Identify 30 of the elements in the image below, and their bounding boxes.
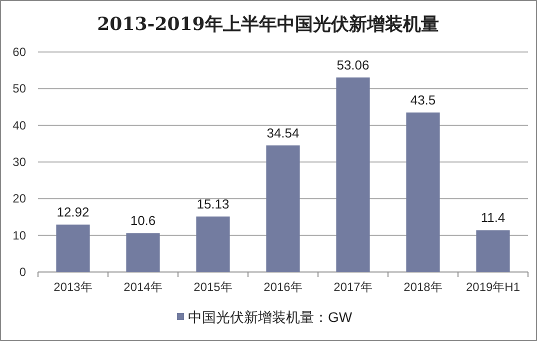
data-label: 43.5 xyxy=(410,92,436,108)
y-tick-label: 40 xyxy=(12,118,26,132)
data-label: 34.54 xyxy=(266,125,300,140)
bar xyxy=(196,216,230,272)
x-tick-label: 2019年H1 xyxy=(466,280,520,294)
y-tick-label: 50 xyxy=(12,82,26,96)
x-tick-label: 2014年 xyxy=(124,280,162,294)
data-label: 53.06 xyxy=(336,57,370,72)
y-tick-label: 60 xyxy=(12,45,26,59)
bar xyxy=(56,224,90,272)
bar xyxy=(406,112,440,272)
data-label: 11.4 xyxy=(480,210,506,226)
y-tick-label: 30 xyxy=(12,155,26,169)
data-label: 10.6 xyxy=(130,213,156,228)
data-label: 12.92 xyxy=(56,204,90,220)
bar xyxy=(266,145,300,272)
bar xyxy=(126,233,160,272)
x-tick-label: 2016年 xyxy=(264,280,302,294)
x-tick-label: 2015年 xyxy=(194,280,232,294)
x-tick-label: 2017年 xyxy=(334,280,372,294)
y-tick-label: 0 xyxy=(19,265,26,279)
data-label: 15.13 xyxy=(196,196,230,212)
x-tick-label: 2018年 xyxy=(404,280,442,294)
y-tick-label: 10 xyxy=(12,228,26,242)
x-tick-label: 2013年 xyxy=(54,280,92,294)
y-tick-label: 20 xyxy=(12,192,26,206)
bar xyxy=(476,230,510,272)
legend-label: 中国光伏新增装机量：GW xyxy=(188,309,353,325)
bar xyxy=(336,77,370,272)
chart-title: 2013-2019年上半年中国光伏新增装机量 xyxy=(97,14,439,35)
